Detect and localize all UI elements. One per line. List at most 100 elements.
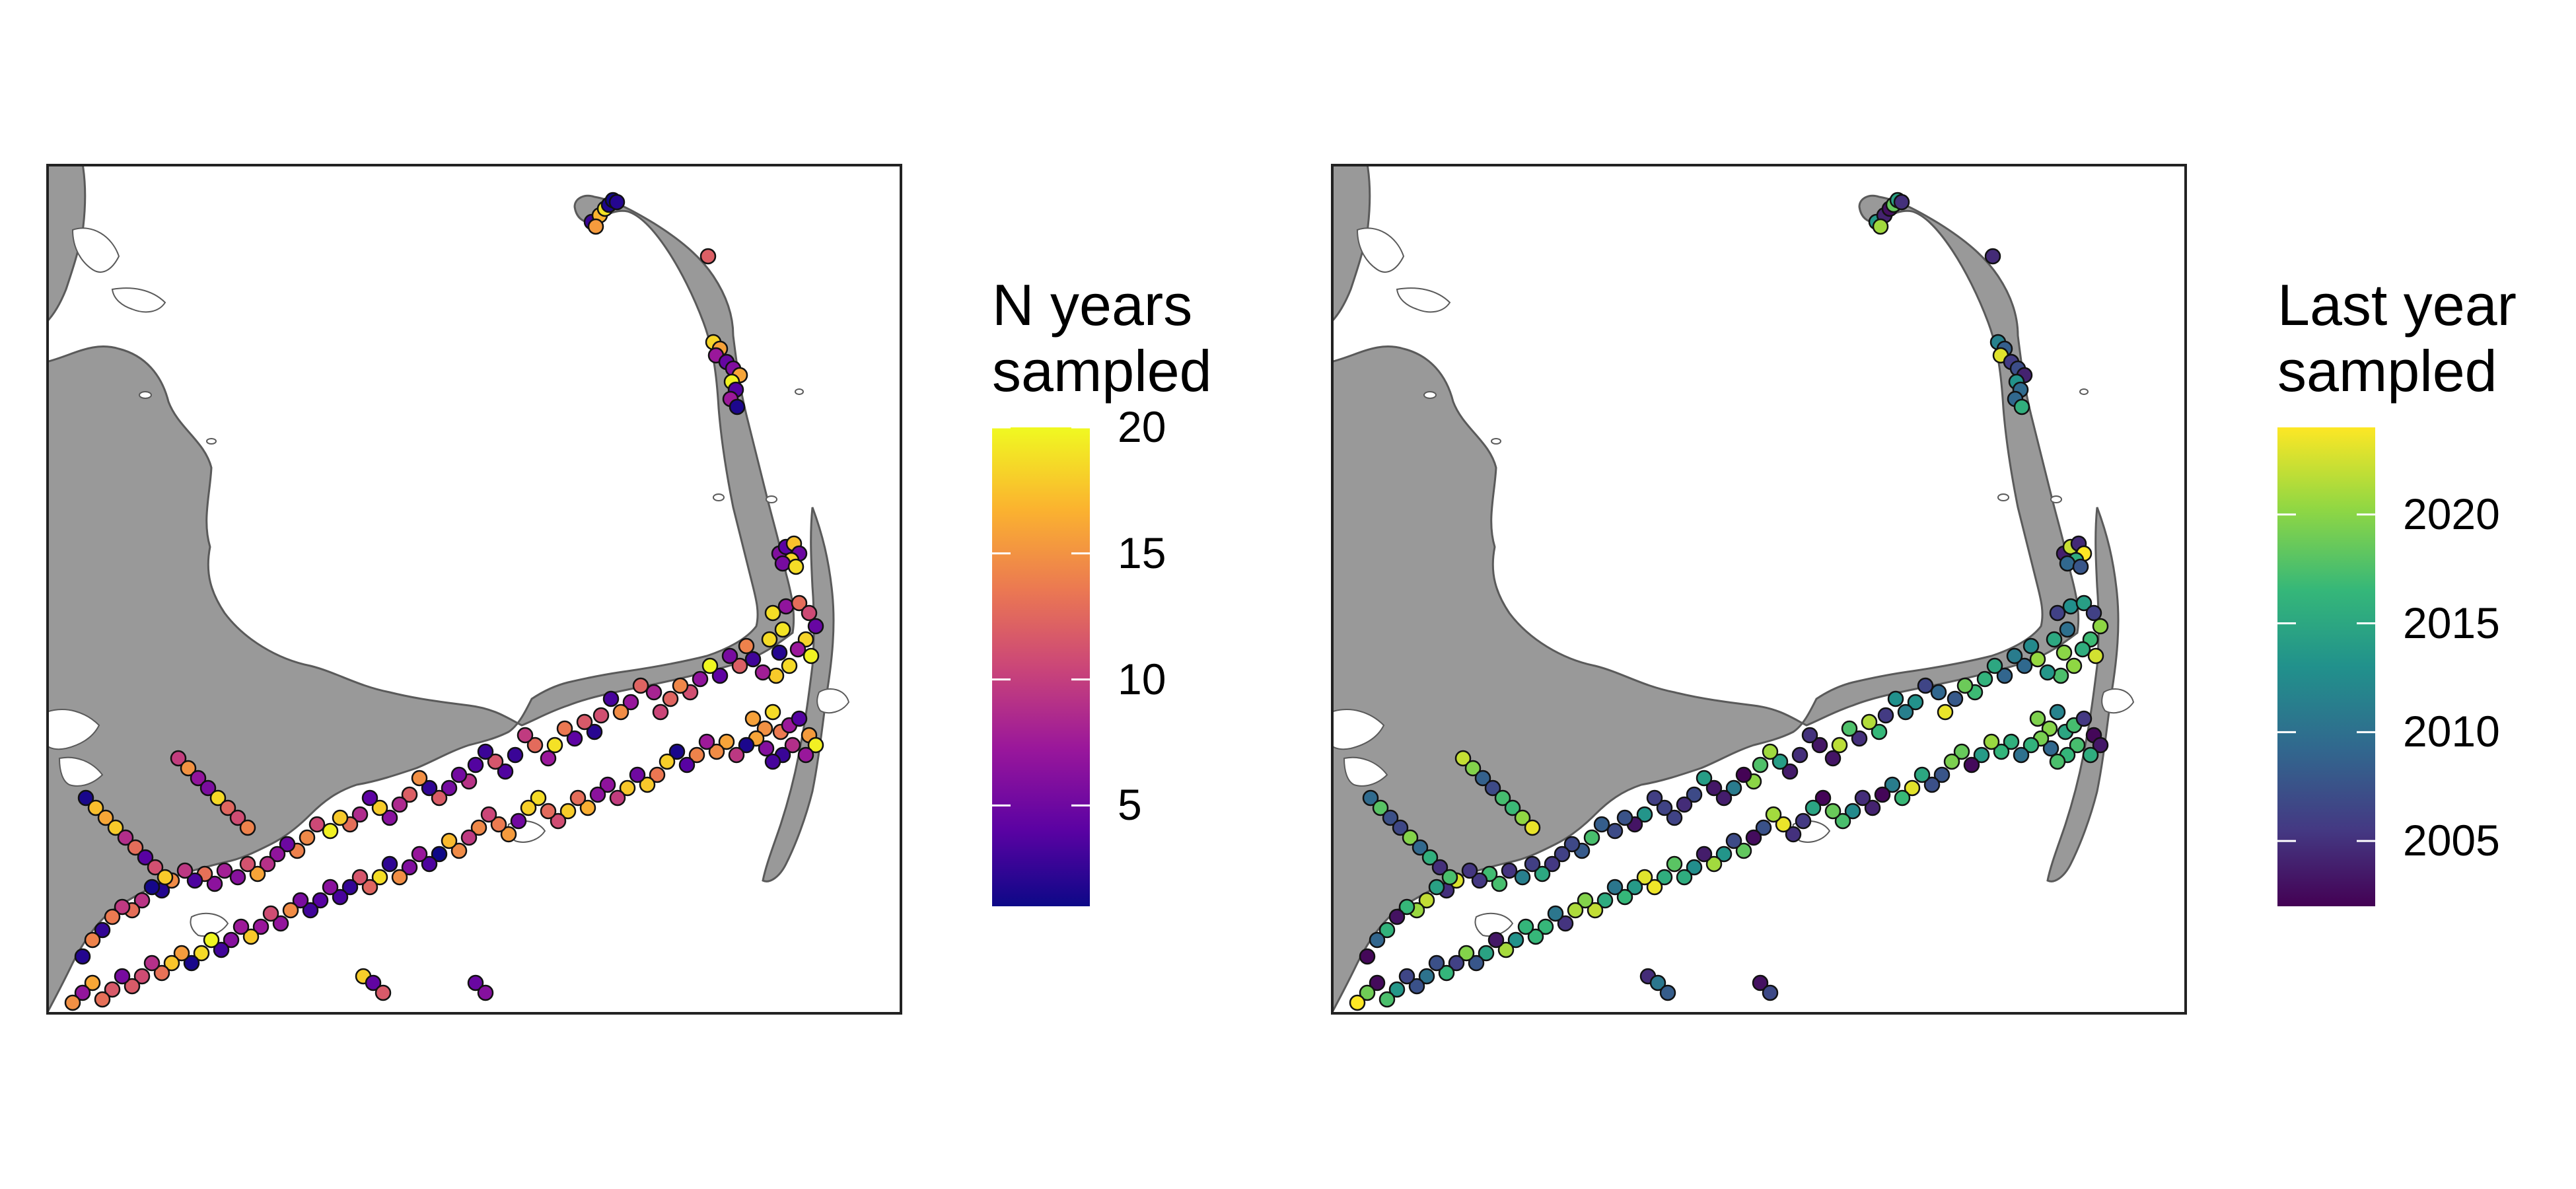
sample-site-point — [1577, 892, 1594, 909]
sample-site-point — [441, 779, 458, 797]
sample-site-point — [1378, 921, 1396, 939]
sample-site-point — [797, 746, 814, 764]
sample-site-point — [252, 918, 269, 935]
sample-site-point — [791, 594, 808, 612]
sample-site-point — [332, 809, 349, 826]
sample-site-point — [758, 740, 775, 757]
sample-site-point — [711, 667, 729, 684]
sample-site-point — [269, 846, 286, 863]
sample-site-point — [381, 809, 398, 826]
sample-site-point — [127, 839, 144, 856]
sample-site-point — [137, 849, 154, 866]
sample-site-point — [1418, 968, 1435, 985]
sample-site-point — [1937, 703, 1954, 721]
sample-site-point — [2075, 594, 2093, 612]
sample-site-point — [1824, 750, 1842, 767]
sample-site-point — [609, 789, 626, 807]
sample-site-point — [1554, 846, 1571, 863]
sample-site-point — [470, 819, 487, 836]
sample-site-point — [1696, 846, 1713, 863]
sample-site-point — [1596, 892, 1614, 909]
sample-site-point — [87, 799, 104, 816]
sample-site-point — [401, 786, 418, 803]
sample-site-point — [322, 822, 339, 840]
sample-site-point — [1930, 684, 1947, 701]
sample-site-point — [731, 657, 748, 674]
sample-site-point — [2074, 641, 2091, 658]
sample-site-point — [1887, 690, 1904, 707]
sample-site-point — [351, 806, 369, 823]
sample-site-point — [771, 644, 788, 661]
sample-site-point — [744, 710, 762, 727]
sample-site-point — [1715, 846, 1733, 863]
sample-site-point — [299, 829, 316, 846]
sample-site-point — [114, 898, 131, 916]
sample-site-point — [173, 945, 190, 962]
sample-site-point — [761, 631, 778, 648]
sample-site-point — [2049, 604, 2066, 622]
sample-site-point — [2016, 657, 2033, 674]
sample-site-point — [2085, 604, 2102, 622]
legend-title-n-years: N years sampled — [992, 272, 1212, 404]
sample-site-point — [520, 799, 537, 816]
pond-water — [1491, 438, 1501, 445]
legend-title-line-2: sampled — [2277, 338, 2497, 404]
pond-water — [2079, 388, 2089, 395]
sample-site-point — [64, 994, 81, 1011]
sample-site-point — [764, 604, 781, 622]
sample-site-point — [2092, 737, 2109, 754]
sample-site-point — [1514, 869, 1531, 886]
inlet-water — [58, 756, 104, 787]
inlet-water — [1356, 227, 1405, 273]
sample-site-point — [1428, 955, 1445, 972]
sample-site-point — [1369, 931, 1386, 949]
sample-site-point — [738, 637, 755, 655]
sample-site-point — [1947, 690, 1964, 707]
sample-site-point — [1775, 816, 1792, 833]
sample-site-point — [147, 859, 164, 876]
sample-site-point — [701, 657, 719, 674]
sample-site-point — [1474, 770, 1491, 787]
sample-site-point — [239, 855, 256, 873]
sample-site-point — [774, 621, 791, 638]
sample-site-point — [487, 753, 504, 770]
sample-site-point — [589, 786, 606, 803]
pond-water — [766, 495, 777, 503]
sample-site-point — [365, 974, 382, 991]
sample-site-point — [229, 869, 246, 886]
sample-site-point — [2039, 664, 2056, 681]
sample-site-point — [546, 737, 563, 754]
sample-site-point — [807, 618, 824, 635]
colorbar-n-years — [992, 427, 1090, 906]
sample-site-point — [143, 879, 161, 896]
sample-site-point — [1501, 862, 1518, 879]
sample-site-point — [183, 955, 200, 972]
sample-site-point — [768, 667, 785, 684]
sample-site-point — [431, 789, 448, 807]
sample-site-point — [1527, 928, 1544, 945]
sample-site-point — [1504, 799, 1521, 816]
sample-site-point — [1626, 879, 1643, 896]
colorbar-tick-label: 2010 — [2403, 707, 2500, 756]
sample-site-point — [1649, 974, 1666, 991]
sample-site-point — [467, 756, 484, 774]
sample-site-point — [371, 869, 388, 886]
sample-site-point — [1398, 898, 1415, 916]
sample-site-point — [1752, 756, 1769, 774]
sample-site-point — [1636, 806, 1653, 823]
sample-site-point — [1993, 743, 2010, 760]
sample-site-point — [441, 832, 458, 849]
sample-site-point — [602, 690, 620, 707]
sample-site-point — [576, 713, 593, 731]
sample-site-point — [1454, 750, 1472, 767]
sample-site-point — [1659, 984, 1676, 1001]
sample-site-point — [460, 829, 478, 846]
map-panel-last-year — [1330, 162, 2187, 1018]
inlet-water — [1343, 756, 1388, 787]
sample-site-point — [1491, 875, 1508, 892]
sample-site-point — [1666, 809, 1683, 826]
sample-site-point — [467, 974, 484, 991]
colorbar-tick-label: 5 — [1118, 780, 1142, 830]
sample-site-point — [698, 733, 715, 750]
sample-site-point — [803, 647, 820, 665]
